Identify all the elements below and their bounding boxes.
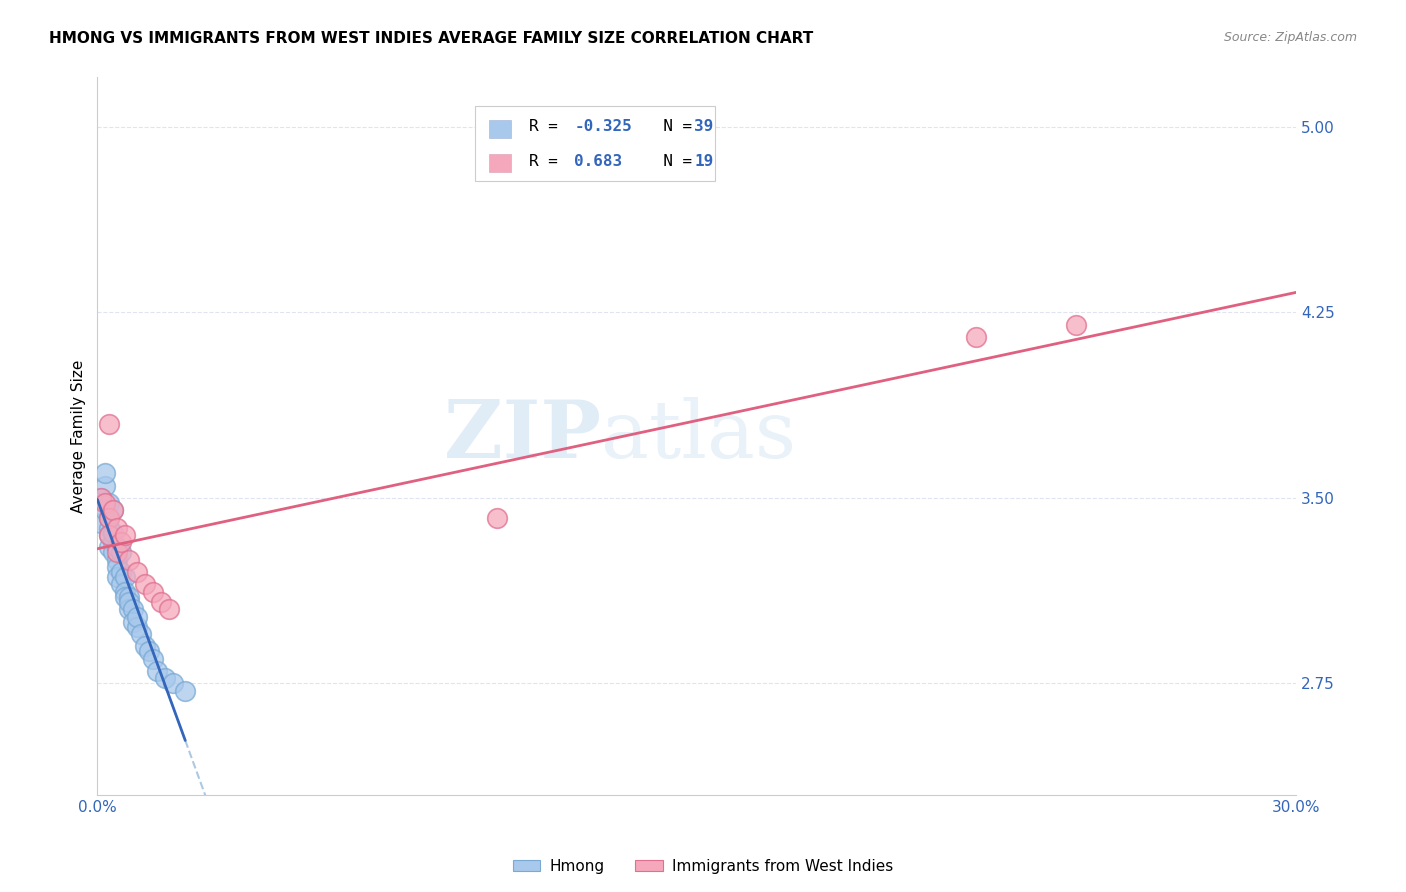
Point bbox=[174, 683, 197, 698]
Text: -0.325: -0.325 bbox=[575, 119, 633, 134]
Point bbox=[114, 585, 136, 599]
Point bbox=[110, 577, 132, 591]
Point bbox=[114, 590, 136, 604]
Point bbox=[146, 664, 169, 678]
Point bbox=[134, 577, 156, 591]
Point bbox=[98, 510, 121, 524]
Text: HMONG VS IMMIGRANTS FROM WEST INDIES AVERAGE FAMILY SIZE CORRELATION CHART: HMONG VS IMMIGRANTS FROM WEST INDIES AVE… bbox=[49, 31, 814, 46]
Point bbox=[118, 553, 141, 567]
Point bbox=[98, 510, 121, 524]
Point bbox=[118, 590, 141, 604]
Text: 39: 39 bbox=[695, 119, 713, 134]
Point bbox=[105, 553, 128, 567]
Text: ZIP: ZIP bbox=[444, 397, 600, 475]
Point bbox=[122, 615, 145, 629]
Point bbox=[98, 528, 121, 542]
Point bbox=[103, 503, 125, 517]
Point bbox=[105, 520, 128, 534]
Text: N =: N = bbox=[644, 119, 702, 134]
Point bbox=[105, 545, 128, 559]
Text: R =: R = bbox=[529, 119, 568, 134]
Point bbox=[98, 520, 121, 534]
Point bbox=[98, 541, 121, 555]
Point bbox=[129, 627, 152, 641]
Point bbox=[122, 602, 145, 616]
Text: N =: N = bbox=[644, 153, 702, 169]
FancyBboxPatch shape bbox=[475, 106, 714, 181]
Point bbox=[142, 651, 165, 665]
Point bbox=[103, 525, 125, 540]
Point bbox=[110, 535, 132, 549]
Point bbox=[157, 602, 180, 616]
Point bbox=[105, 560, 128, 574]
Bar bbox=[489, 154, 510, 172]
Point bbox=[127, 565, 149, 579]
Point bbox=[98, 417, 121, 431]
Point bbox=[127, 619, 149, 633]
Point bbox=[94, 503, 117, 517]
Text: atlas: atlas bbox=[600, 397, 796, 475]
Point bbox=[485, 510, 508, 524]
Point bbox=[110, 545, 132, 559]
Point bbox=[118, 602, 141, 616]
Text: Source: ZipAtlas.com: Source: ZipAtlas.com bbox=[1223, 31, 1357, 45]
Text: 0.683: 0.683 bbox=[575, 153, 623, 169]
Text: 19: 19 bbox=[695, 153, 713, 169]
Point bbox=[94, 496, 117, 510]
Point bbox=[94, 478, 117, 492]
Point bbox=[103, 535, 125, 549]
Point bbox=[105, 570, 128, 584]
Point bbox=[127, 609, 149, 624]
Point bbox=[1064, 318, 1087, 332]
Legend: Hmong, Immigrants from West Indies: Hmong, Immigrants from West Indies bbox=[506, 853, 900, 880]
Point bbox=[90, 516, 112, 530]
Point bbox=[142, 585, 165, 599]
Point bbox=[134, 640, 156, 654]
Point bbox=[114, 528, 136, 542]
Point bbox=[162, 676, 184, 690]
Point bbox=[94, 466, 117, 480]
Point bbox=[103, 545, 125, 559]
Point bbox=[138, 644, 160, 658]
Point bbox=[155, 672, 177, 686]
Point bbox=[105, 541, 128, 555]
Point bbox=[98, 496, 121, 510]
Y-axis label: Average Family Size: Average Family Size bbox=[72, 359, 86, 513]
Point bbox=[965, 330, 987, 344]
Point bbox=[114, 570, 136, 584]
Text: R =: R = bbox=[529, 153, 568, 169]
Point bbox=[90, 491, 112, 505]
Point bbox=[90, 491, 112, 505]
Point bbox=[150, 595, 173, 609]
Bar bbox=[489, 120, 510, 137]
Point bbox=[110, 565, 132, 579]
Point bbox=[103, 503, 125, 517]
Point bbox=[98, 528, 121, 542]
Point bbox=[118, 595, 141, 609]
